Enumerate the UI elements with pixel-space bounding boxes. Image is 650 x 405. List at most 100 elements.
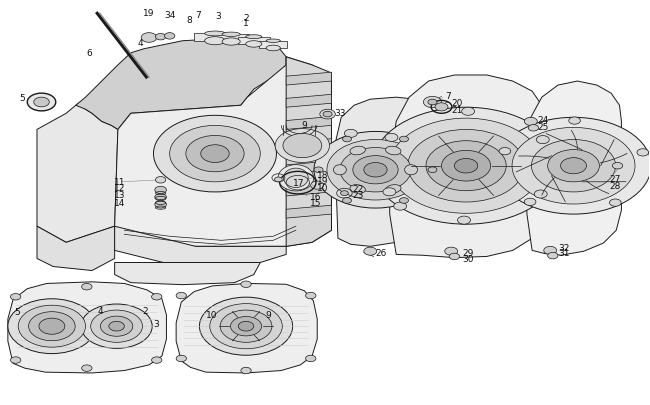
Circle shape: [496, 118, 650, 215]
Circle shape: [176, 355, 187, 362]
Circle shape: [141, 34, 157, 43]
Text: 16: 16: [309, 192, 321, 201]
Circle shape: [454, 159, 478, 173]
Circle shape: [81, 304, 152, 349]
Ellipse shape: [266, 40, 280, 43]
Circle shape: [39, 318, 65, 335]
Circle shape: [323, 112, 332, 117]
Circle shape: [548, 150, 599, 182]
Text: 8: 8: [187, 16, 192, 25]
Circle shape: [383, 188, 396, 196]
Circle shape: [210, 304, 282, 349]
Circle shape: [340, 148, 411, 192]
Polygon shape: [194, 34, 236, 42]
Circle shape: [220, 310, 272, 343]
Circle shape: [275, 129, 330, 163]
Circle shape: [344, 130, 358, 138]
Text: 13: 13: [114, 191, 125, 200]
Ellipse shape: [350, 185, 365, 194]
Polygon shape: [286, 139, 332, 152]
Polygon shape: [286, 162, 332, 174]
Circle shape: [525, 118, 538, 126]
Text: 32: 32: [558, 243, 569, 252]
Circle shape: [560, 158, 586, 174]
Circle shape: [400, 198, 408, 204]
Ellipse shape: [350, 147, 365, 156]
Text: 27: 27: [610, 175, 621, 183]
Circle shape: [241, 281, 251, 288]
Polygon shape: [286, 117, 332, 130]
Text: 22: 22: [352, 184, 363, 193]
Polygon shape: [76, 40, 286, 130]
Circle shape: [394, 202, 407, 211]
Circle shape: [341, 191, 348, 196]
Text: 20: 20: [452, 98, 463, 107]
Ellipse shape: [385, 185, 401, 194]
Circle shape: [27, 94, 56, 112]
Circle shape: [155, 194, 166, 201]
Text: 2: 2: [244, 14, 249, 23]
Text: 15: 15: [309, 199, 321, 208]
Circle shape: [201, 145, 229, 163]
Text: 9: 9: [265, 311, 271, 320]
Ellipse shape: [222, 39, 240, 46]
Circle shape: [532, 140, 616, 192]
Ellipse shape: [283, 169, 308, 188]
Text: 12: 12: [114, 184, 125, 193]
Polygon shape: [526, 82, 621, 256]
Text: 11: 11: [114, 178, 125, 187]
Text: 19: 19: [317, 177, 329, 185]
Text: 24: 24: [538, 116, 549, 125]
Circle shape: [176, 292, 187, 299]
Circle shape: [10, 357, 21, 363]
Circle shape: [435, 104, 448, 112]
Text: 28: 28: [610, 181, 621, 190]
Circle shape: [34, 98, 49, 108]
Circle shape: [100, 316, 133, 337]
Circle shape: [528, 125, 539, 132]
Circle shape: [18, 305, 86, 347]
Polygon shape: [8, 282, 166, 373]
Ellipse shape: [333, 165, 346, 175]
Circle shape: [164, 34, 175, 40]
Text: 3: 3: [215, 12, 221, 21]
Circle shape: [306, 355, 316, 362]
Circle shape: [458, 217, 471, 225]
Ellipse shape: [266, 46, 280, 52]
Text: 5: 5: [14, 307, 20, 316]
Text: 21: 21: [452, 105, 463, 115]
Circle shape: [109, 322, 124, 331]
Ellipse shape: [246, 42, 262, 48]
Text: 1: 1: [244, 19, 249, 28]
Circle shape: [314, 168, 323, 173]
Circle shape: [445, 247, 458, 256]
Text: 14: 14: [114, 198, 125, 207]
Circle shape: [283, 134, 322, 158]
Circle shape: [8, 299, 96, 354]
Circle shape: [231, 317, 261, 336]
Polygon shape: [286, 73, 332, 86]
Polygon shape: [238, 38, 270, 45]
Text: 18: 18: [317, 171, 329, 180]
Ellipse shape: [404, 165, 417, 175]
Polygon shape: [286, 206, 332, 219]
Circle shape: [241, 367, 251, 374]
Text: 30: 30: [462, 254, 474, 263]
Circle shape: [170, 126, 260, 182]
Circle shape: [186, 136, 244, 173]
Circle shape: [364, 247, 377, 256]
Text: 25: 25: [538, 122, 549, 131]
Circle shape: [155, 177, 166, 183]
Polygon shape: [114, 58, 332, 247]
Circle shape: [372, 108, 560, 225]
Circle shape: [239, 322, 254, 331]
Text: 17: 17: [292, 179, 304, 188]
Ellipse shape: [278, 165, 314, 192]
Circle shape: [428, 168, 437, 173]
Polygon shape: [213, 35, 249, 43]
Circle shape: [311, 182, 324, 190]
Circle shape: [400, 137, 408, 143]
Text: 5: 5: [20, 94, 25, 102]
Text: 26: 26: [376, 249, 387, 258]
Circle shape: [548, 253, 558, 259]
